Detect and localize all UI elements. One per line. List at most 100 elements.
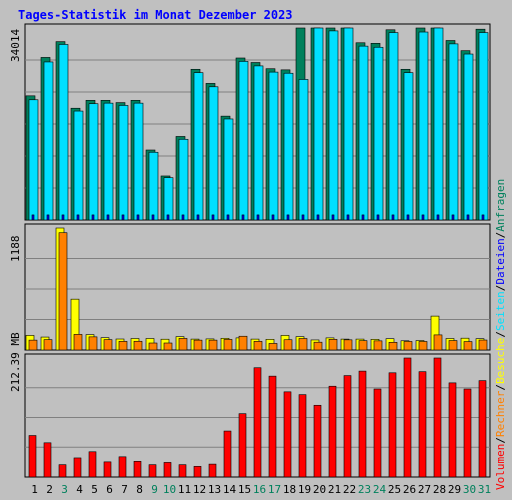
- day-label-18: 18: [283, 483, 296, 496]
- bar-rechner-11: [178, 338, 188, 351]
- day-label-26: 26: [403, 483, 416, 496]
- day-label-20: 20: [313, 483, 326, 496]
- bar-dateien-31: [481, 214, 485, 221]
- bar-rechner-27: [418, 341, 428, 351]
- bar-volumen-24: [373, 388, 382, 478]
- bar-dateien-9: [151, 214, 155, 221]
- bar-dateien-15: [241, 214, 245, 221]
- bar-rechner-16: [253, 341, 263, 351]
- panel-requests: 34014: [9, 23, 491, 221]
- bar-dateien-22: [346, 214, 350, 221]
- bar-seiten-8: [133, 102, 144, 221]
- bar-seiten-25: [388, 32, 399, 221]
- bar-volumen-11: [178, 464, 187, 478]
- bar-rechner-15: [238, 335, 248, 351]
- bar-rechner-26: [403, 341, 413, 351]
- bar-volumen-23: [358, 370, 367, 478]
- bar-dateien-28: [436, 214, 440, 221]
- bar-seiten-18: [283, 72, 294, 221]
- bar-dateien-13: [211, 214, 215, 221]
- bar-volumen-4: [73, 457, 82, 478]
- bar-volumen-16: [253, 367, 262, 478]
- bar-dateien-20: [316, 214, 320, 221]
- bar-seiten-1: [28, 99, 39, 221]
- series-seiten: [28, 27, 489, 221]
- bar-rechner-31: [478, 339, 488, 351]
- bar-dateien-16: [256, 214, 260, 221]
- bar-rechner-24: [373, 340, 383, 351]
- day-label-7: 7: [121, 483, 128, 496]
- bar-seiten-6: [103, 102, 114, 221]
- bar-seiten-4: [73, 110, 84, 221]
- bar-volumen-12: [193, 466, 202, 478]
- bar-seiten-20: [313, 27, 324, 221]
- bar-dateien-27: [421, 214, 425, 221]
- bar-dateien-11: [181, 214, 185, 221]
- bar-seiten-31: [478, 32, 489, 221]
- y-max-label: 34014: [9, 29, 22, 62]
- bar-seiten-26: [403, 72, 414, 221]
- bar-volumen-7: [118, 456, 127, 478]
- panel-volume: 212.39 MB: [9, 332, 491, 478]
- day-label-24: 24: [373, 483, 387, 496]
- bar-volumen-9: [148, 464, 157, 478]
- day-label-28: 28: [433, 483, 446, 496]
- bar-dateien-12: [196, 214, 200, 221]
- day-label-4: 4: [76, 483, 83, 496]
- y-max-label: 1188: [9, 236, 22, 263]
- bar-dateien-6: [106, 214, 110, 221]
- bar-seiten-7: [118, 105, 129, 221]
- bar-dateien-5: [91, 214, 95, 221]
- panels-layer: 34014 1188 212.39 MB: [9, 23, 491, 478]
- bar-dateien-2: [46, 214, 50, 221]
- bar-dateien-18: [286, 214, 290, 221]
- legend-besuche: Besuche: [494, 338, 507, 384]
- bar-volumen-2: [43, 442, 52, 478]
- day-label-13: 13: [208, 483, 221, 496]
- bar-seiten-22: [343, 27, 354, 221]
- bar-dateien-10: [166, 214, 170, 221]
- bar-volumen-6: [103, 461, 112, 478]
- bar-rechner-30: [463, 341, 473, 351]
- legend-rechner: Rechner: [494, 390, 507, 437]
- bar-rechner-20: [313, 341, 323, 351]
- bar-seiten-16: [253, 65, 264, 221]
- legend-seiten: Seiten: [494, 291, 507, 331]
- bar-volumen-25: [388, 372, 397, 478]
- bar-volumen-29: [448, 382, 457, 478]
- bar-volumen-22: [343, 375, 352, 478]
- day-label-6: 6: [106, 483, 113, 496]
- bar-rechner-23: [358, 340, 368, 351]
- legend-dateien: Dateien: [494, 238, 507, 284]
- bar-rechner-13: [208, 339, 218, 351]
- bar-seiten-23: [358, 45, 369, 221]
- bar-rechner-9: [148, 342, 158, 351]
- bar-volumen-20: [313, 404, 322, 478]
- legend-separator: /: [494, 384, 507, 391]
- right-legend-text: Volumen/Rechner/Besuche/Seiten/Dateien/A…: [494, 179, 507, 490]
- bar-dateien-29: [451, 214, 455, 221]
- bar-seiten-9: [148, 151, 159, 221]
- legend-separator: /: [494, 232, 507, 239]
- day-label-17: 17: [268, 483, 281, 496]
- bar-dateien-21: [331, 214, 335, 221]
- bar-rechner-18: [283, 339, 293, 351]
- bar-seiten-11: [178, 138, 189, 221]
- bar-rechner-7: [118, 341, 128, 351]
- bar-rechner-6: [103, 339, 113, 351]
- bar-seiten-10: [163, 177, 174, 221]
- legend-separator: /: [494, 331, 507, 338]
- day-label-21: 21: [328, 483, 341, 496]
- bar-dateien-4: [76, 214, 80, 221]
- bar-rechner-17: [268, 343, 278, 351]
- day-label-9: 9: [151, 483, 158, 496]
- bar-volumen-27: [418, 371, 427, 478]
- bar-volumen-17: [268, 375, 277, 478]
- day-labels: 1 2 3 4 5 6 7 8 9 10 11 12 13 14 15 16 17 18 19 20 21 22 23 24 2…: [31, 483, 491, 496]
- bar-dateien-25: [391, 214, 395, 221]
- bar-seiten-19: [298, 79, 309, 221]
- bar-rechner-25: [388, 341, 398, 351]
- day-label-11: 11: [178, 483, 191, 496]
- bar-seiten-27: [418, 31, 429, 221]
